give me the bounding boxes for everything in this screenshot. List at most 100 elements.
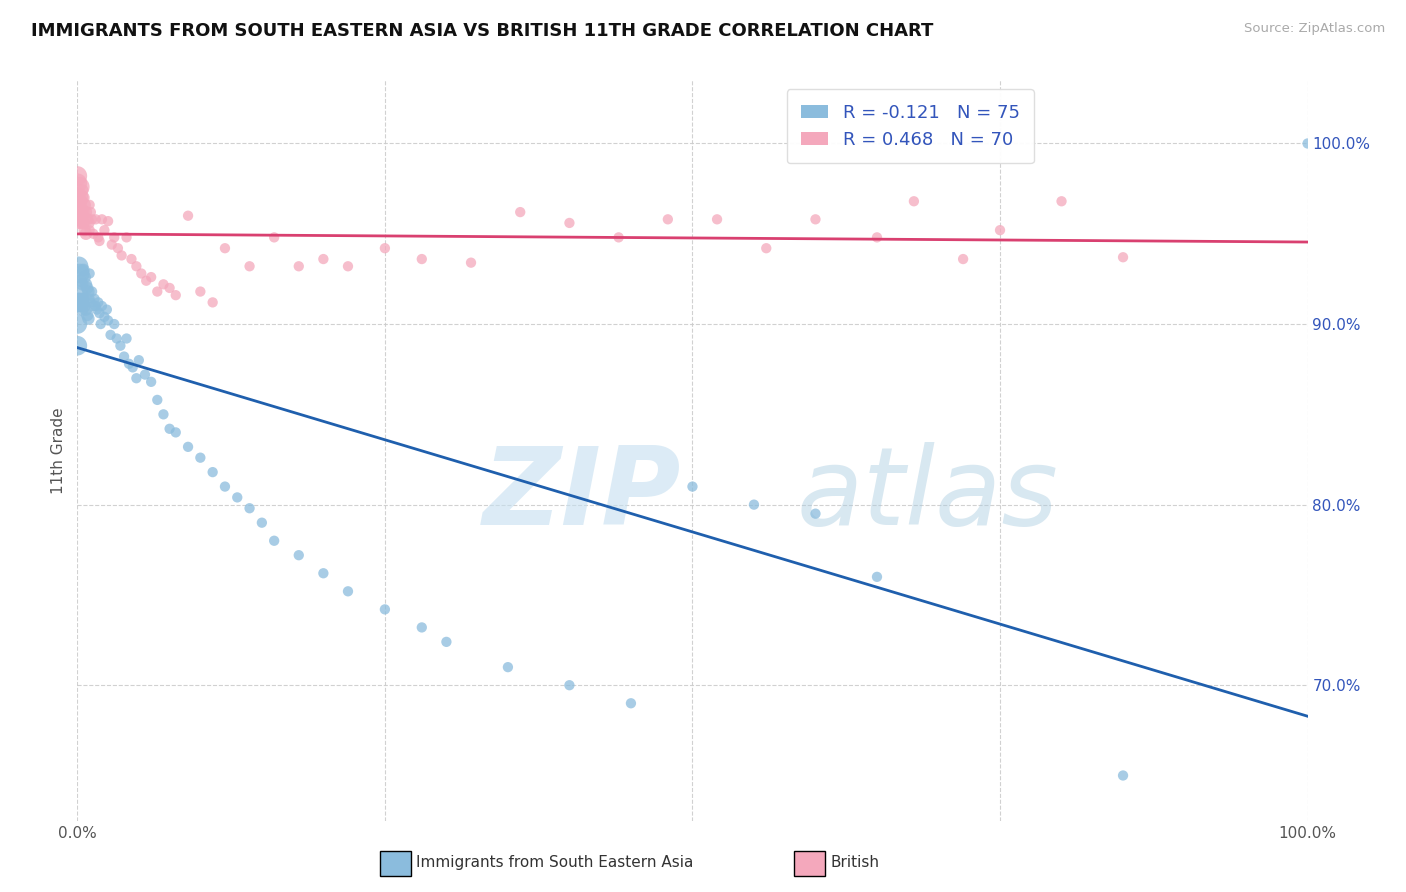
Point: [110, 339, 132, 353]
Point: [72, 216, 94, 230]
Point: [411, 620, 433, 634]
Point: [84, 299, 107, 313]
Point: [89, 234, 111, 248]
Point: [66, 295, 89, 310]
Point: [250, 516, 273, 530]
Point: [66, 212, 89, 227]
Point: [73, 223, 96, 237]
Point: [1112, 250, 1135, 264]
Point: [337, 584, 360, 599]
Point: [93, 310, 115, 324]
Point: [1050, 194, 1073, 209]
Point: [312, 566, 335, 581]
Point: [165, 425, 187, 440]
Point: [146, 285, 169, 299]
Text: Source: ZipAtlas.com: Source: ZipAtlas.com: [1244, 22, 1385, 36]
Point: [496, 660, 519, 674]
Point: [460, 255, 482, 269]
Point: [201, 295, 224, 310]
Point: [226, 491, 249, 505]
Point: [141, 270, 163, 285]
Point: [69, 295, 91, 310]
Point: [105, 331, 128, 345]
Point: [87, 295, 110, 310]
Point: [288, 260, 311, 274]
Point: [75, 277, 97, 292]
Point: [72, 263, 94, 277]
Point: [607, 230, 630, 244]
Y-axis label: 11th Grade: 11th Grade: [51, 407, 66, 494]
Legend: R = -0.121   N = 75, R = 0.468   N = 70: R = -0.121 N = 75, R = 0.468 N = 70: [786, 89, 1033, 163]
Point: [70, 274, 93, 288]
Point: [67, 260, 90, 274]
Point: [509, 205, 531, 219]
Point: [70, 216, 93, 230]
Text: Immigrants from South Eastern Asia: Immigrants from South Eastern Asia: [416, 855, 693, 870]
Point: [89, 306, 111, 320]
Point: [288, 548, 311, 562]
Point: [66, 317, 89, 331]
Point: [90, 299, 114, 313]
Point: [903, 194, 925, 209]
Point: [159, 422, 181, 436]
Point: [742, 498, 765, 512]
Point: [239, 260, 262, 274]
Point: [214, 479, 236, 493]
Point: [107, 241, 129, 255]
Point: [952, 252, 974, 266]
Point: [82, 212, 104, 227]
Point: [97, 214, 120, 228]
Point: [73, 198, 96, 212]
Text: ZIP: ZIP: [482, 442, 681, 548]
Point: [374, 602, 396, 616]
Point: [214, 241, 236, 255]
Point: [73, 299, 96, 313]
Point: [70, 277, 93, 292]
Point: [75, 227, 97, 241]
Point: [112, 350, 135, 364]
Point: [125, 371, 148, 385]
Point: [66, 194, 89, 209]
Text: IMMIGRANTS FROM SOUTH EASTERN ASIA VS BRITISH 11TH GRADE CORRELATION CHART: IMMIGRANTS FROM SOUTH EASTERN ASIA VS BR…: [31, 22, 934, 40]
Point: [93, 223, 115, 237]
Point: [190, 450, 212, 465]
Point: [80, 205, 103, 219]
Point: [73, 270, 96, 285]
Point: [69, 267, 91, 281]
Point: [201, 465, 224, 479]
Point: [152, 408, 174, 422]
Point: [239, 501, 262, 516]
Point: [620, 696, 643, 710]
Point: [177, 440, 200, 454]
Point: [83, 292, 105, 306]
Point: [75, 302, 97, 317]
Point: [82, 227, 104, 241]
Point: [96, 302, 118, 317]
Text: British: British: [831, 855, 880, 870]
Point: [72, 292, 94, 306]
Point: [374, 241, 396, 255]
Point: [152, 277, 174, 292]
Point: [67, 209, 90, 223]
Point: [134, 368, 156, 382]
Point: [159, 281, 181, 295]
Point: [337, 260, 360, 274]
Point: [103, 317, 125, 331]
Point: [125, 260, 148, 274]
Point: [90, 317, 112, 331]
Point: [190, 285, 212, 299]
Point: [118, 357, 141, 371]
Point: [70, 299, 93, 313]
Point: [70, 194, 93, 209]
Point: [146, 392, 169, 407]
Point: [69, 179, 91, 194]
Point: [79, 223, 101, 237]
Point: [111, 248, 132, 262]
Point: [866, 570, 889, 584]
Point: [121, 360, 143, 375]
Point: [115, 331, 138, 345]
Point: [75, 205, 97, 219]
Point: [755, 241, 778, 255]
Point: [76, 308, 98, 322]
Point: [101, 237, 124, 252]
